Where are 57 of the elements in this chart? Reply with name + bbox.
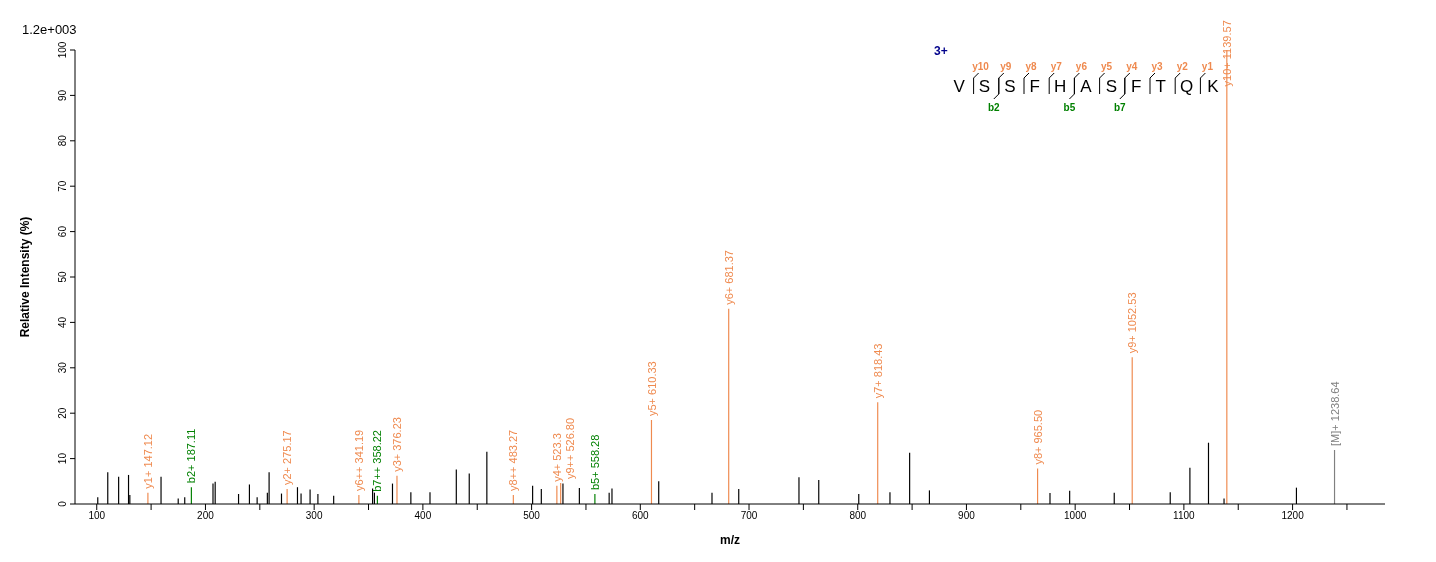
x-tick-label: 900 [958, 510, 976, 522]
x-tick-label: 400 [414, 510, 432, 522]
annotation: y10+ 1139.57 [1220, 20, 1233, 87]
annotation: y2 [1176, 61, 1189, 72]
x-tick-label: 800 [849, 510, 867, 522]
annotation: y10 [972, 61, 990, 72]
annotation: y4+ 523.3 [550, 433, 563, 482]
y-tick-label: 50 [57, 271, 68, 283]
y-tick-label: 20 [57, 407, 68, 419]
annotation: y9 [1000, 61, 1012, 72]
x-tick-label: 600 [631, 510, 650, 522]
annotation: b2+ 187.11 [185, 428, 198, 484]
y-tick-label: 0 [57, 500, 68, 507]
x-tick-label: 500 [523, 510, 541, 522]
annotation: y8+ 965.50 [1031, 409, 1044, 465]
annotation: y6 [1075, 61, 1088, 72]
y-axis-title: Relative Intensity (%) [18, 216, 33, 338]
y-tick-label: 80 [57, 134, 68, 147]
annotation: y8++ 483.27 [507, 429, 520, 491]
annotation: y7 [1050, 61, 1063, 72]
annotation: [M]+ 1238.64 [1328, 381, 1341, 446]
x-axis-title: m/z [719, 533, 741, 547]
annotation: y6++ 341.19 [352, 429, 365, 491]
x-tick-label: 700 [740, 510, 758, 522]
x-tick-label: 1200 [1281, 510, 1305, 522]
annotation: y5 [1101, 61, 1113, 72]
annotation: 3+ [934, 44, 948, 58]
annotation: y9+ 1052.53 [1126, 292, 1139, 354]
annotation: b2 [987, 102, 1001, 113]
annotation: b5+ 558.28 [588, 434, 601, 491]
annotation: y3+ 376.23 [391, 417, 404, 472]
y-tick-label: 30 [57, 361, 68, 374]
annotation: b7 [1113, 102, 1127, 113]
x-tick-label: 1000 [1064, 510, 1087, 522]
y-tick-label: 40 [57, 316, 68, 328]
annotation: b5 [1063, 102, 1076, 113]
annotation: y9++ 526.80 [563, 417, 576, 480]
x-tick-label: 1100 [1173, 510, 1196, 522]
annotation: y7+ 818.43 [871, 343, 884, 399]
y-tick-label: 10 [57, 452, 68, 465]
annotation: y1 [1201, 61, 1214, 72]
annotation: y6+ 681.37 [722, 250, 735, 305]
annotation: b7++ 358.22 [371, 430, 384, 492]
y-tick-label: 90 [57, 89, 68, 101]
annotation: y1+ 147.12 [141, 433, 154, 489]
annotation: y2+ 275.17 [281, 430, 294, 486]
annotation: y8 [1025, 61, 1037, 72]
annotation: y3 [1151, 61, 1163, 72]
x-tick-label: 100 [88, 510, 106, 522]
y-tick-label: 100 [57, 41, 68, 59]
text: 1.2e+003 [22, 22, 77, 37]
y-tick-label: 60 [57, 225, 68, 238]
x-tick-label: 200 [197, 510, 215, 522]
y-tick-label: 70 [57, 180, 68, 192]
annotation: y4 [1126, 61, 1138, 72]
annotation: y5+ 610.33 [645, 361, 658, 417]
x-tick-label: 300 [305, 510, 323, 522]
